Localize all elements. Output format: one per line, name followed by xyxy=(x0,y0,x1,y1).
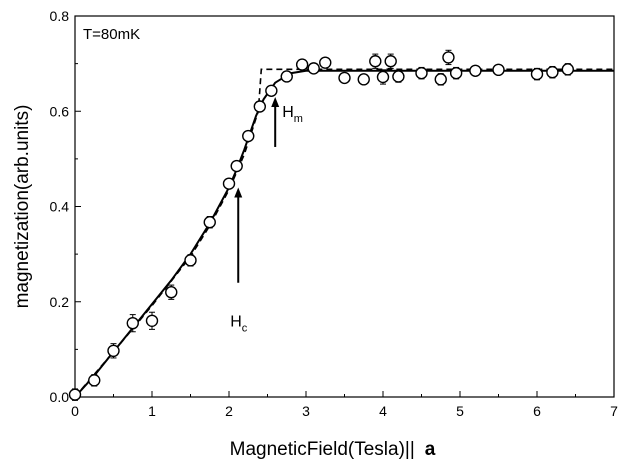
y-axis-ticks: 0.0 0.2 0.4 0.6 0.8 xyxy=(50,8,81,405)
series-layer xyxy=(74,68,614,398)
data-point xyxy=(230,159,243,173)
x-axis-ticks: 0 1 2 3 4 5 6 7 xyxy=(71,391,618,419)
data-marker xyxy=(415,66,428,80)
data-marker xyxy=(434,73,447,86)
data-point xyxy=(222,177,236,190)
data-point xyxy=(469,64,482,77)
data-marker xyxy=(530,67,544,81)
y-tick-label: 0.6 xyxy=(50,103,70,119)
data-point xyxy=(203,216,216,229)
data-marker xyxy=(492,63,505,77)
data-marker xyxy=(68,388,82,401)
data-marker xyxy=(265,84,278,97)
data-point xyxy=(126,314,139,333)
data-point xyxy=(295,58,309,71)
y-axis-title: magnetization(arb.units) xyxy=(12,105,33,309)
data-point xyxy=(145,311,159,330)
data-point xyxy=(319,56,332,69)
data-marker xyxy=(280,70,293,83)
data-marker xyxy=(295,58,309,71)
data-marker xyxy=(165,286,178,299)
data-marker xyxy=(392,70,405,83)
x-tick-label: 6 xyxy=(533,403,541,419)
hc-label-sub: c xyxy=(242,323,248,335)
data-marker xyxy=(222,177,236,190)
x-tick-label: 0 xyxy=(71,403,79,419)
fit-curve-solid xyxy=(74,69,614,398)
data-point xyxy=(242,129,255,143)
hc-label: Hc xyxy=(230,314,248,335)
data-point xyxy=(68,388,82,401)
data-point xyxy=(265,84,278,97)
data-point xyxy=(449,66,463,80)
data-marker xyxy=(561,63,574,76)
data-marker xyxy=(442,51,455,64)
data-marker xyxy=(203,216,216,229)
data-point xyxy=(530,67,544,81)
hm-label: Hm xyxy=(282,104,303,125)
hm-label-sub: m xyxy=(294,113,303,125)
x-axis-title-text: MagneticField(Tesla)|| xyxy=(230,439,415,460)
data-marker xyxy=(253,100,266,113)
data-point xyxy=(165,284,178,300)
data-point xyxy=(107,343,120,359)
temperature-annotation: T=80mK xyxy=(83,26,140,43)
data-points xyxy=(68,49,574,401)
y-tick-label: 0.0 xyxy=(50,389,70,405)
data-point xyxy=(384,53,397,69)
data-point xyxy=(88,374,101,387)
x-tick-label: 2 xyxy=(225,403,233,419)
data-marker xyxy=(338,71,351,85)
data-point xyxy=(338,71,351,85)
data-marker xyxy=(376,70,390,84)
hc-label-main: H xyxy=(230,314,242,331)
data-point xyxy=(434,73,447,86)
data-marker xyxy=(384,55,397,68)
data-marker xyxy=(242,129,255,143)
data-marker xyxy=(319,56,332,69)
hm-arrow-head xyxy=(271,96,280,107)
x-tick-label: 1 xyxy=(148,403,156,419)
data-marker xyxy=(145,314,159,327)
data-point xyxy=(492,63,505,77)
x-tick-label: 5 xyxy=(456,403,464,419)
x-tick-label: 7 xyxy=(610,403,618,419)
x-axis-title-suffix: a xyxy=(425,439,436,460)
data-point xyxy=(369,53,382,69)
data-marker xyxy=(88,374,101,387)
y-tick-label: 0.2 xyxy=(50,294,70,310)
data-marker xyxy=(230,159,243,173)
data-marker xyxy=(449,66,463,80)
data-marker xyxy=(126,316,139,330)
x-tick-label: 3 xyxy=(302,403,310,419)
data-point xyxy=(415,66,428,80)
fit-curve-dashed xyxy=(74,68,614,398)
data-point xyxy=(376,69,390,85)
data-marker xyxy=(307,62,320,75)
data-point xyxy=(442,49,455,66)
data-point xyxy=(307,62,320,75)
data-marker xyxy=(369,55,382,68)
y-tick-label: 0.4 xyxy=(50,199,70,215)
data-point xyxy=(253,100,266,113)
data-point xyxy=(280,70,293,83)
data-marker xyxy=(546,65,559,79)
data-marker xyxy=(184,254,197,267)
y-tick-label: 0.8 xyxy=(50,8,70,24)
data-point xyxy=(561,63,574,76)
data-point xyxy=(184,254,197,267)
data-point xyxy=(357,73,370,86)
hc-arrow-head xyxy=(234,187,243,198)
hm-label-main: H xyxy=(282,104,294,121)
x-tick-label: 4 xyxy=(379,403,387,419)
data-point xyxy=(392,70,405,83)
data-marker xyxy=(107,344,120,358)
data-marker xyxy=(469,64,482,77)
x-axis-title: MagneticField(Tesla)|| a xyxy=(230,439,436,460)
data-marker xyxy=(357,73,370,86)
data-point xyxy=(546,65,559,79)
